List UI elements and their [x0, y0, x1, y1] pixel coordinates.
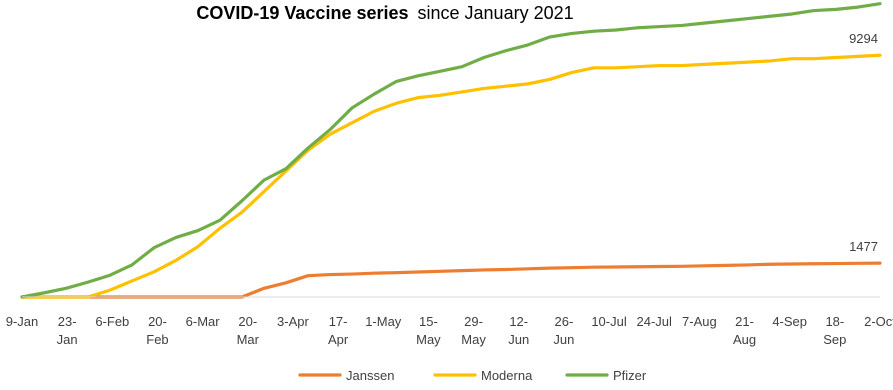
- x-tick-label-line: Mar: [237, 332, 260, 347]
- x-tick-label-line: 29-: [464, 314, 483, 329]
- x-tick-label-line: Jun: [553, 332, 574, 347]
- x-tick-label: 3-Apr: [277, 314, 309, 329]
- x-tick-label-line: 15-: [419, 314, 438, 329]
- x-tick-label-line: 12-: [509, 314, 528, 329]
- series-line-moderna: [20, 53, 882, 299]
- chart-title-rest: since January 2021: [418, 3, 574, 23]
- x-tick-label: 21- Aug: [733, 314, 756, 347]
- end-label-janssen: 1477: [849, 239, 878, 254]
- x-tick-label-line: 3-Apr: [277, 314, 309, 329]
- x-tick-label: 7-Aug: [682, 314, 717, 329]
- x-tick-label-line: 17-: [329, 314, 348, 329]
- x-tick-label-line: 4-Sep: [772, 314, 807, 329]
- x-tick-label-line: 23-: [58, 314, 77, 329]
- x-tick-label-line: Apr: [328, 332, 349, 347]
- series-line-janssen: [20, 261, 882, 299]
- x-tick-label-line: 9-Jan: [6, 314, 39, 329]
- end-label-moderna: 9294: [849, 31, 878, 46]
- chart-title: COVID-19 Vaccine series since January 20…: [196, 3, 573, 23]
- legend-label-pfizer: Pfizer: [613, 368, 647, 383]
- series-line-pfizer: [20, 2, 882, 299]
- x-tick-label: 4-Sep: [772, 314, 807, 329]
- x-tick-label: 10-Jul: [591, 314, 627, 329]
- legend-label-moderna: Moderna: [481, 368, 533, 383]
- x-tick-label-line: 26-: [554, 314, 573, 329]
- x-tick-label-line: 18-: [825, 314, 844, 329]
- x-tick-label-line: 2-Oct: [864, 314, 893, 329]
- x-tick-label-line: May: [416, 332, 441, 347]
- x-tick-label-line: 6-Feb: [95, 314, 129, 329]
- x-tick-label: 12- Jun: [508, 314, 529, 347]
- x-tick-label-line: 20-: [148, 314, 167, 329]
- x-tick-label: 29- May: [461, 314, 486, 347]
- x-tick-label: 18- Sep: [823, 314, 846, 347]
- x-tick-label: 26- Jun: [553, 314, 574, 347]
- x-tick-label-line: 24-Jul: [636, 314, 672, 329]
- x-tick-label: 6-Mar: [186, 314, 221, 329]
- x-tick-label: 9-Jan: [6, 314, 39, 329]
- x-tick-label-line: 6-Mar: [186, 314, 221, 329]
- x-tick-label-line: 10-Jul: [591, 314, 627, 329]
- x-tick-label: 17- Apr: [328, 314, 349, 347]
- legend-label-janssen: Janssen: [346, 368, 394, 383]
- x-tick-label-line: 20-: [238, 314, 257, 329]
- x-tick-label: 20- Mar: [237, 314, 260, 347]
- chart-title-bold: COVID-19 Vaccine series: [196, 3, 408, 23]
- x-tick-label-line: Jan: [57, 332, 78, 347]
- axis-layer: 9-Jan 23- Jan 6-Feb 20- Feb 6-Mar 20- Mar 3-Apr 17…: [6, 296, 893, 347]
- legend-layer: Janssen Moderna Pfizer: [298, 368, 647, 383]
- x-tick-label: 2-Oct: [864, 314, 893, 329]
- x-tick-label-line: 21-: [735, 314, 754, 329]
- x-tick-label: 20- Feb: [146, 314, 168, 347]
- x-tick-label-line: Sep: [823, 332, 846, 347]
- x-tick-label: 15- May: [416, 314, 441, 347]
- x-tick-label-line: Jun: [508, 332, 529, 347]
- x-tick-label-line: May: [461, 332, 486, 347]
- x-tick-label: 24-Jul: [636, 314, 672, 329]
- x-tick-label-line: 7-Aug: [682, 314, 717, 329]
- x-tick-label: 1-May: [365, 314, 402, 329]
- x-tick-label: 6-Feb: [95, 314, 129, 329]
- x-tick-label-line: Aug: [733, 332, 756, 347]
- x-tick-label: 23- Jan: [57, 314, 78, 347]
- x-tick-label-line: Feb: [146, 332, 168, 347]
- plot-layer: 1477929411425: [20, 2, 882, 299]
- x-tick-label-line: 1-May: [365, 314, 402, 329]
